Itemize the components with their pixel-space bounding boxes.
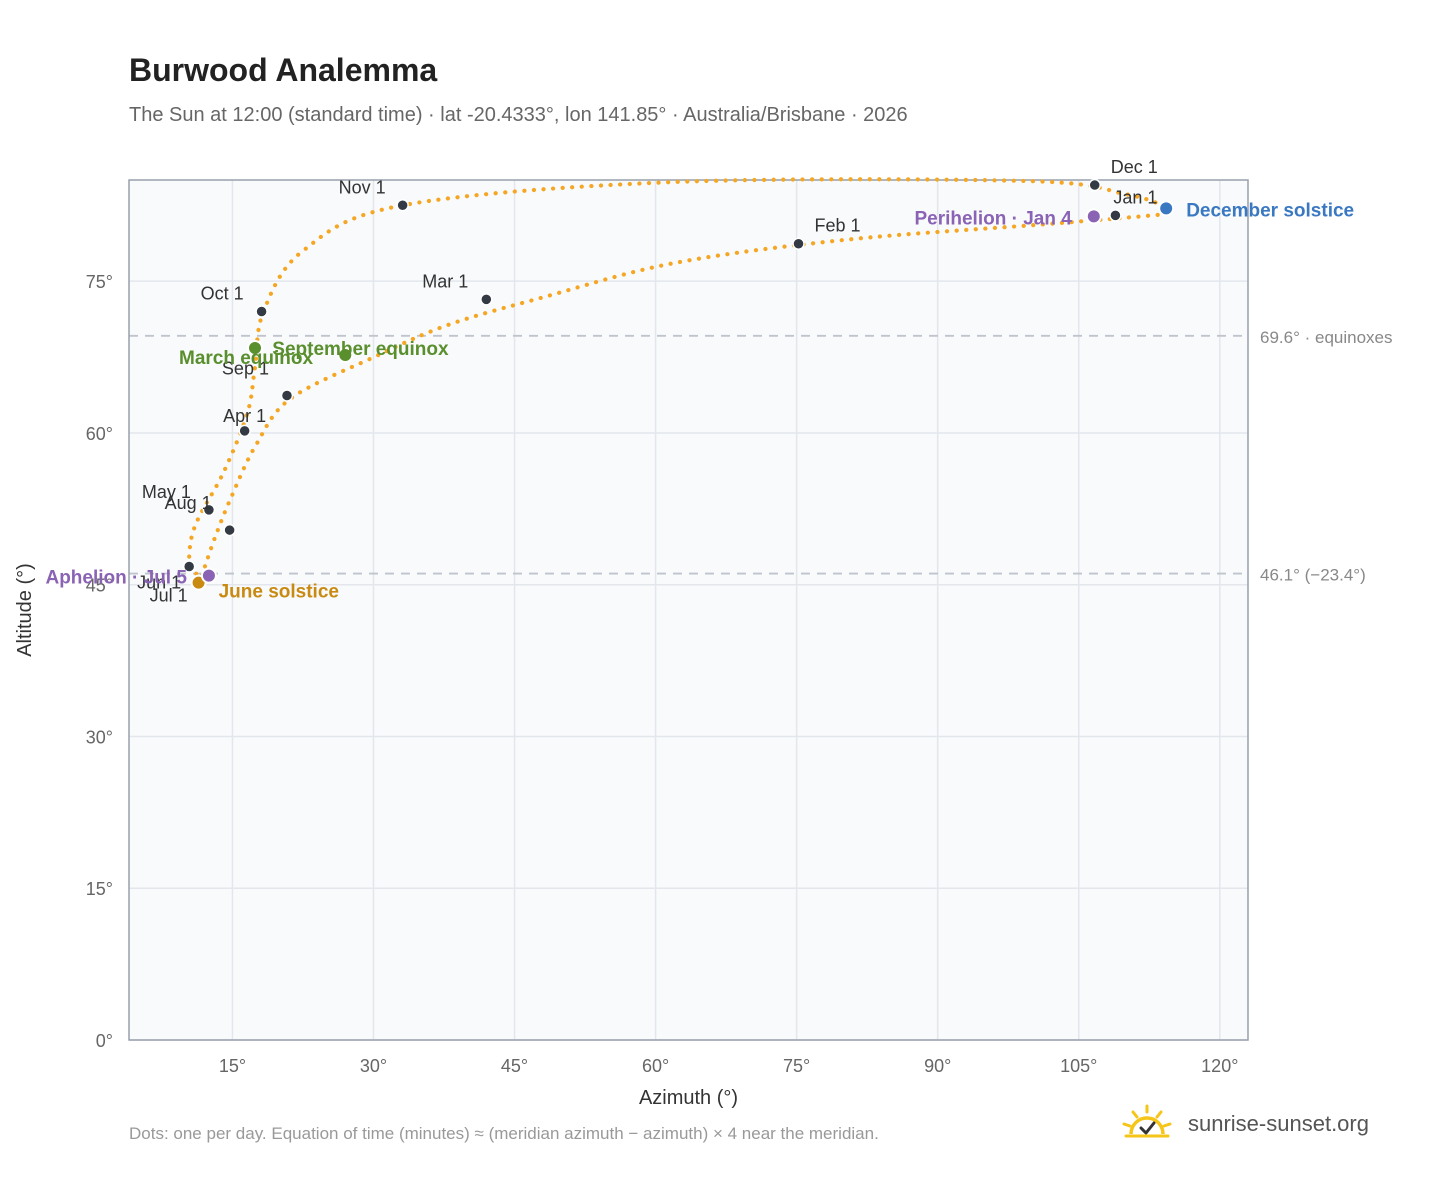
month-marker <box>182 560 196 573</box>
axis-ticks: 15° 30° 45° 60° 75° 90° 105° 120° 0° 15° 30° 45° 60°… <box>86 272 1239 1076</box>
month-label: Apr 1 <box>223 406 266 426</box>
month-marker <box>280 389 294 402</box>
month-marker <box>792 237 805 250</box>
y-tick-label: 0° <box>96 1031 113 1051</box>
event-label: June solstice <box>219 582 339 603</box>
event-label: September equinox <box>272 339 449 360</box>
reference-line-label: 46.1° (−23.4°) <box>1260 566 1366 585</box>
month-marker <box>480 293 493 306</box>
month-label: Oct 1 <box>201 284 244 304</box>
y-tick-label: 60° <box>86 424 113 444</box>
month-label: Jul 1 <box>150 586 188 606</box>
sun-check-icon <box>1122 1104 1172 1138</box>
x-tick-label: 90° <box>924 1056 951 1076</box>
event-marker <box>1085 208 1102 225</box>
x-tick-label: 45° <box>501 1056 528 1076</box>
month-label: Jun 1 <box>137 572 181 592</box>
month-label: Jan 1 <box>1113 187 1157 207</box>
reference-lines: 69.6° · equinoxes 46.1° (−23.4°) <box>129 328 1393 585</box>
month-marker <box>223 523 236 537</box>
month-label: Feb 1 <box>815 216 861 236</box>
chart-title: Burwood Analemma <box>129 52 438 88</box>
brand-logo[interactable]: sunrise-sunset.org <box>1120 1102 1369 1146</box>
y-axis-label: Altitude (°) <box>14 563 36 657</box>
x-tick-label: 60° <box>642 1056 669 1076</box>
x-tick-label: 30° <box>360 1056 387 1076</box>
event-label: December solstice <box>1186 200 1354 221</box>
month-marker <box>1109 209 1122 222</box>
month-label: Mar 1 <box>422 271 468 291</box>
event-marker <box>200 567 217 584</box>
x-tick-label: 75° <box>783 1056 810 1076</box>
markers <box>182 178 1175 591</box>
event-marker <box>337 347 354 364</box>
month-marker <box>396 199 409 212</box>
x-axis-label: Azimuth (°) <box>639 1087 738 1109</box>
y-tick-label: 45° <box>86 576 113 596</box>
event-label: Perihelion · Jan 4 <box>914 208 1072 229</box>
event-label: Aphelion · Jul 5 <box>45 568 187 589</box>
month-label: Sep 1 <box>222 359 269 379</box>
event-marker <box>247 339 264 356</box>
month-label: Aug 1 <box>165 493 212 513</box>
event-label: March equinox <box>179 348 314 369</box>
x-tick-label: 105° <box>1060 1056 1097 1076</box>
y-tick-label: 30° <box>86 727 113 747</box>
y-tick-label: 15° <box>86 879 113 899</box>
chart-subtitle: The Sun at 12:00 (standard time) · lat -… <box>129 104 908 126</box>
x-tick-label: 120° <box>1201 1056 1238 1076</box>
month-marker <box>238 424 251 438</box>
x-tick-label: 15° <box>219 1056 246 1076</box>
month-marker <box>202 503 216 517</box>
month-marker <box>255 305 268 318</box>
month-marker <box>1088 178 1101 192</box>
month-label: Nov 1 <box>339 177 386 197</box>
y-tick-label: 75° <box>86 272 113 292</box>
month-label: May 1 <box>142 482 191 502</box>
footnote: Dots: one per day. Equation of time (min… <box>129 1124 879 1143</box>
month-label: Dec 1 <box>1111 157 1158 177</box>
plot-area <box>129 180 1248 1040</box>
event-marker <box>1158 200 1175 217</box>
brand-name: sunrise-sunset.org <box>1188 1111 1369 1136</box>
reference-line-label: 69.6° · equinoxes <box>1260 328 1393 347</box>
